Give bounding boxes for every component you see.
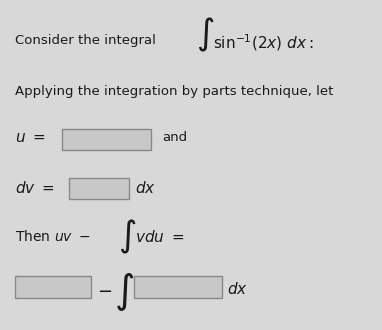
Text: Applying the integration by parts technique, let: Applying the integration by parts techni… (15, 85, 333, 98)
Text: $vdu\ =$: $vdu\ =$ (135, 229, 185, 245)
Text: $u\ =$: $u\ =$ (15, 131, 46, 145)
Text: Consider the integral: Consider the integral (15, 34, 156, 47)
Text: $\int$: $\int$ (196, 16, 215, 54)
Text: Then $uv\ -$: Then $uv\ -$ (15, 229, 91, 244)
Text: and: and (162, 131, 187, 144)
Text: $\int$: $\int$ (113, 271, 134, 314)
Text: $dx$: $dx$ (135, 180, 156, 196)
FancyBboxPatch shape (62, 129, 152, 150)
Text: $dx$: $dx$ (227, 281, 248, 297)
Text: $\int$: $\int$ (118, 217, 136, 255)
FancyBboxPatch shape (69, 178, 129, 199)
Text: $\mathrm{sin}^{-1}(2x)\ dx:$: $\mathrm{sin}^{-1}(2x)\ dx:$ (212, 32, 313, 53)
Text: $dv\ =$: $dv\ =$ (15, 180, 55, 196)
Text: $-$: $-$ (97, 281, 112, 299)
FancyBboxPatch shape (134, 276, 222, 298)
FancyBboxPatch shape (15, 276, 91, 298)
